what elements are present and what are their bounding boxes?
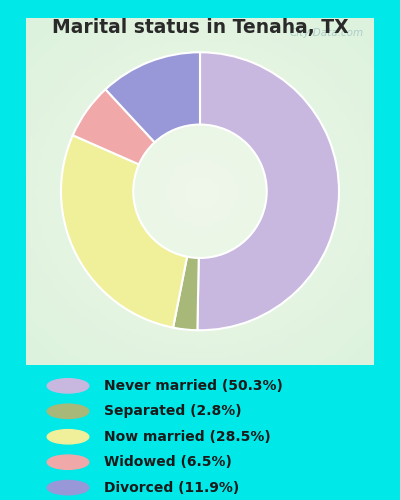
Wedge shape [173,256,199,330]
Text: Divorced (11.9%): Divorced (11.9%) [104,480,239,494]
Text: Never married (50.3%): Never married (50.3%) [104,379,283,393]
Wedge shape [73,90,155,164]
Circle shape [47,430,89,444]
Wedge shape [197,52,339,330]
Text: Separated (2.8%): Separated (2.8%) [104,404,242,418]
Circle shape [47,480,89,495]
Text: Widowed (6.5%): Widowed (6.5%) [104,455,232,469]
Text: Now married (28.5%): Now married (28.5%) [104,430,271,444]
Text: Marital status in Tenaha, TX: Marital status in Tenaha, TX [52,18,348,36]
Text: City-Data.com: City-Data.com [289,28,363,38]
Wedge shape [61,135,187,328]
Circle shape [47,404,89,418]
Wedge shape [106,52,200,142]
Circle shape [47,455,89,469]
Circle shape [47,378,89,393]
